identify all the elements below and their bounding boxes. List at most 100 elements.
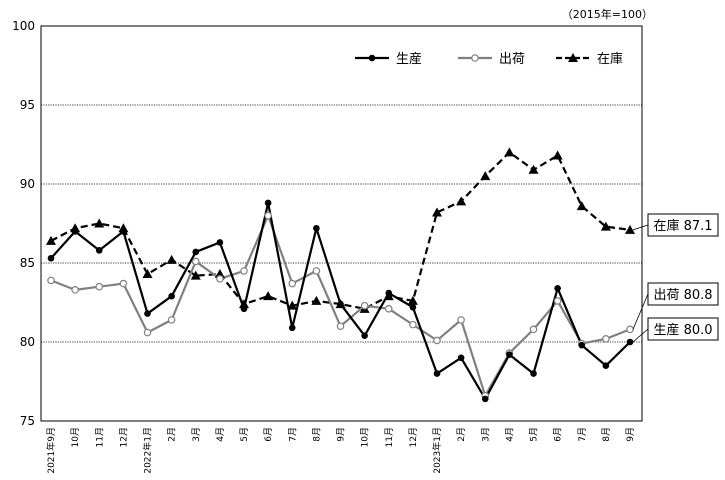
x-tick-label: 2月: [456, 427, 467, 442]
data-point: [602, 335, 610, 343]
data-point: [119, 279, 128, 288]
data-point: [288, 324, 296, 332]
data-point: [504, 147, 515, 157]
x-tick-label: 7月: [577, 427, 588, 442]
data-point: [167, 316, 176, 324]
data-point: [385, 289, 393, 297]
data-point: [530, 370, 537, 377]
data-point: [568, 53, 578, 62]
data-point: [480, 171, 491, 181]
data-point: [264, 211, 272, 220]
y-tick-label: 80: [20, 335, 35, 349]
data-point: [626, 325, 634, 334]
data-point: [457, 354, 465, 362]
x-tick-label: 2023年1月: [431, 427, 443, 474]
data-point: [190, 270, 201, 280]
x-tick-label: 8月: [601, 427, 612, 442]
x-tick-label: 12月: [408, 427, 419, 447]
callout-line: [632, 328, 649, 343]
data-point: [626, 338, 634, 346]
legend-label: 生産: [396, 51, 422, 67]
x-tick-label: 2月: [167, 427, 178, 442]
data-point: [529, 325, 538, 334]
data-point: [264, 199, 272, 207]
end-label: 在庫 87.1: [653, 219, 712, 234]
data-point: [600, 221, 611, 231]
end-label-box: [647, 282, 719, 306]
end-label: 出荷 80.8: [653, 288, 712, 303]
callout-line: [632, 293, 649, 330]
data-point: [142, 269, 153, 279]
y-tick-label: 100: [12, 19, 35, 33]
data-point: [578, 341, 586, 349]
data-point: [433, 336, 441, 345]
data-point: [625, 224, 635, 234]
data-point: [576, 201, 587, 211]
data-point: [554, 284, 561, 292]
data-point: [95, 282, 104, 291]
data-point: [216, 239, 224, 246]
data-point: [120, 228, 127, 235]
data-point: [166, 254, 177, 264]
x-tick-label: 8月: [311, 427, 322, 442]
data-point: [46, 235, 56, 245]
x-tick-label: 11月: [384, 427, 395, 447]
data-point: [240, 305, 248, 313]
y-tick-label: 90: [20, 177, 35, 191]
data-point: [368, 54, 376, 62]
data-point: [214, 269, 225, 279]
x-tick-label: 2022年1月: [142, 427, 154, 474]
x-tick-label: 12月: [118, 427, 129, 447]
data-point: [311, 295, 322, 305]
x-tick-label: 2021年9月: [45, 427, 57, 474]
data-point: [312, 267, 321, 275]
y-tick-label: 85: [20, 256, 35, 270]
data-point: [456, 196, 467, 206]
x-tick-label: 5月: [529, 427, 540, 442]
data-point: [457, 316, 465, 324]
data-point: [168, 292, 175, 300]
x-tick-label: 5月: [239, 427, 250, 442]
x-tick-label: 9月: [625, 427, 636, 442]
data-point: [216, 274, 224, 283]
legend-label: 在庫: [597, 52, 623, 67]
series-line-2: [50, 151, 631, 310]
unit-note: （2015年=100）: [562, 7, 653, 21]
data-point: [433, 370, 441, 377]
data-point: [361, 332, 368, 339]
data-point: [263, 291, 274, 301]
data-point: [288, 279, 297, 288]
y-tick-label: 95: [20, 98, 35, 112]
data-point: [144, 310, 151, 317]
data-point: [471, 54, 479, 62]
data-point: [384, 305, 393, 313]
data-point: [287, 300, 298, 310]
data-point: [409, 303, 417, 311]
data-point: [192, 248, 200, 256]
data-point: [552, 150, 563, 160]
data-point: [602, 362, 610, 370]
data-point: [409, 320, 417, 329]
data-point: [336, 322, 345, 331]
data-point: [47, 254, 55, 262]
x-tick-label: 3月: [191, 427, 202, 442]
x-tick-label: 9月: [336, 427, 347, 442]
x-tick-label: 10月: [70, 427, 81, 447]
x-tick-label: 7月: [287, 427, 298, 442]
data-point: [432, 207, 442, 217]
x-tick-label: 11月: [94, 427, 105, 447]
data-point: [481, 395, 489, 403]
data-point: [191, 257, 200, 266]
data-point: [337, 300, 344, 308]
callout-line: [632, 224, 649, 231]
end-label-box: [647, 213, 719, 237]
plot-frame: [40, 25, 643, 422]
legend-label: 出荷: [499, 52, 525, 67]
data-point: [407, 295, 418, 305]
data-point: [528, 164, 539, 174]
data-point: [95, 247, 103, 254]
x-tick-label: 10月: [360, 427, 371, 447]
data-point: [94, 218, 105, 228]
